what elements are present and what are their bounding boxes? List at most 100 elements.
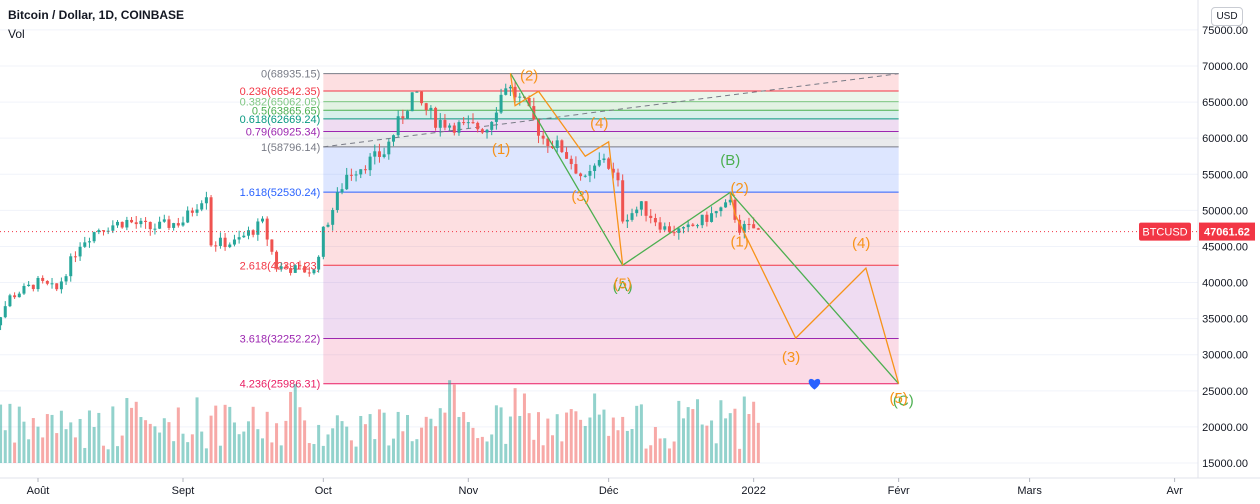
- volume-bar: [639, 404, 643, 463]
- volume-bar: [298, 407, 302, 463]
- volume-bar: [504, 443, 508, 463]
- candle-body: [101, 230, 105, 232]
- volume-bar: [36, 426, 40, 463]
- volume-bar: [494, 405, 498, 463]
- volume-bar: [742, 396, 746, 463]
- candle-body: [448, 125, 452, 128]
- candle-body: [480, 129, 484, 133]
- x-tick-label: Déc: [599, 485, 619, 497]
- candle-body: [289, 268, 293, 273]
- volume-bar: [653, 427, 657, 463]
- candle-body: [298, 265, 302, 267]
- candle-body: [457, 122, 461, 133]
- volume-bar: [752, 401, 756, 463]
- volume-bar: [312, 444, 316, 463]
- volume-bar: [363, 424, 367, 463]
- candle-body: [536, 119, 540, 136]
- candle-body: [644, 201, 648, 216]
- volume-bar: [261, 438, 265, 463]
- fib-level-label: 1.618(52530.24): [240, 187, 321, 199]
- candle-body: [499, 94, 503, 113]
- volume-bar: [204, 448, 208, 463]
- volume-bar: [144, 420, 148, 463]
- volume-bar: [13, 442, 17, 463]
- candle-body: [134, 222, 138, 225]
- volume-bar: [471, 427, 475, 463]
- candle-body: [621, 180, 625, 222]
- volume-bar: [289, 391, 293, 463]
- last-price-label: 47061.62: [1204, 227, 1250, 239]
- candle-body: [667, 226, 671, 233]
- candle-body: [485, 129, 489, 133]
- volume-bar: [17, 406, 21, 463]
- fib-band: [323, 101, 899, 111]
- candle-body: [345, 174, 349, 190]
- y-tick-label: 30000.00: [1202, 350, 1248, 362]
- volume-bar: [218, 445, 222, 463]
- volume-bar: [607, 435, 611, 463]
- fib-level-label: 1(58796.14): [261, 142, 320, 154]
- volume-bar: [551, 435, 555, 463]
- candle-body: [377, 151, 381, 157]
- volume-bar: [246, 421, 250, 463]
- candle-body: [686, 224, 690, 228]
- candle-body: [284, 266, 288, 269]
- candle-body: [317, 256, 321, 270]
- volume-bar: [588, 417, 592, 463]
- volume-bar: [125, 398, 129, 463]
- y-tick-label: 20000.00: [1202, 422, 1248, 434]
- candle-body: [232, 239, 236, 245]
- volume-bar: [579, 419, 583, 463]
- candle-body: [387, 141, 391, 155]
- volume-bar: [522, 393, 526, 463]
- volume-bar: [635, 405, 639, 463]
- volume-bar: [120, 435, 124, 463]
- candle-body: [13, 295, 17, 298]
- candle-body: [630, 213, 634, 220]
- volume-bar: [541, 445, 545, 463]
- candle-body: [625, 219, 629, 222]
- volume-bar: [195, 397, 199, 463]
- volume-bar: [373, 439, 377, 463]
- volume-bar: [536, 412, 540, 463]
- volume-bar: [546, 418, 550, 463]
- fib-band: [323, 146, 899, 193]
- volume-bar: [41, 437, 45, 463]
- y-tick-label: 25000.00: [1202, 386, 1248, 398]
- candle-body: [22, 285, 26, 294]
- volume-label: Vol: [8, 27, 25, 41]
- candle-body: [607, 158, 611, 169]
- candle-body: [186, 210, 190, 223]
- candle-body: [359, 169, 363, 175]
- volume-bar: [172, 441, 176, 463]
- candle-body: [635, 209, 639, 214]
- volume-bar: [700, 424, 704, 463]
- candle-body: [195, 209, 199, 213]
- primary-wave-label: (B): [720, 152, 740, 169]
- candle-body: [223, 237, 227, 248]
- sub-wave-label: (4): [590, 115, 608, 132]
- candle-body: [326, 224, 330, 227]
- candle-body: [36, 277, 40, 290]
- candle-body: [565, 152, 569, 159]
- candle-body: [443, 120, 447, 128]
- last-price-tag-bg: [1199, 222, 1255, 241]
- volume-bar: [452, 384, 456, 463]
- volume-bar: [73, 437, 77, 463]
- volume-bar: [476, 438, 480, 463]
- candle-body: [382, 154, 386, 157]
- y-tick-label: 40000.00: [1202, 278, 1248, 290]
- volume-bar: [45, 414, 49, 463]
- fib-level-label: 3.618(32252.22): [240, 333, 321, 345]
- volume-bar: [415, 439, 419, 463]
- volume-bar: [279, 445, 283, 463]
- volume-bar: [200, 431, 204, 463]
- candle-body: [41, 277, 45, 281]
- candle-body: [214, 245, 218, 247]
- currency-button[interactable]: USD: [1211, 7, 1243, 26]
- volume-bar: [158, 432, 162, 463]
- candle-body: [429, 107, 433, 111]
- volume-bar: [686, 407, 690, 463]
